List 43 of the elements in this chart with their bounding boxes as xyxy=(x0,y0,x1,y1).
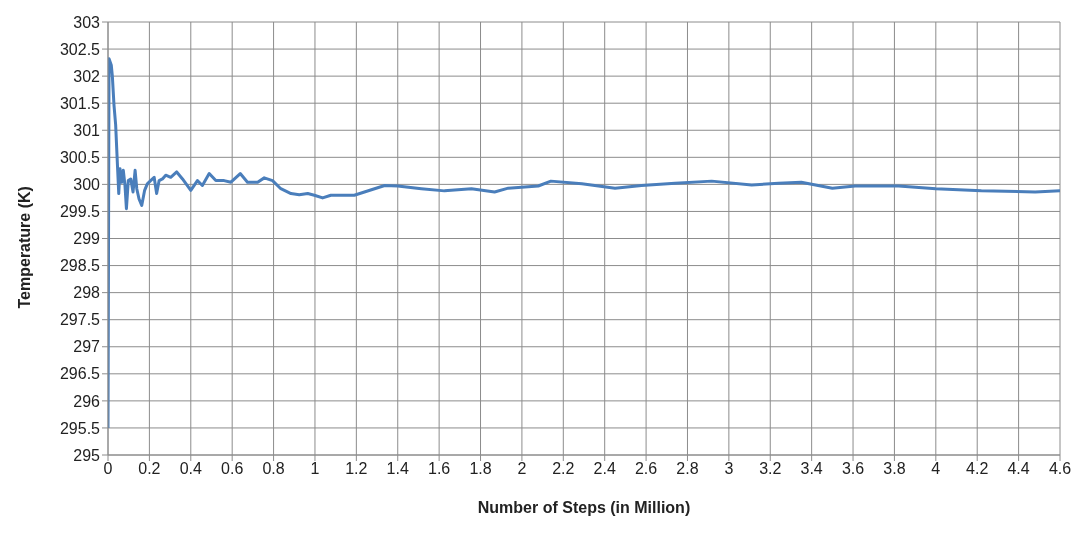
y-tick-label: 297 xyxy=(73,338,101,356)
y-tick-label: 299 xyxy=(73,230,101,248)
y-tick-label: 302.5 xyxy=(59,40,101,58)
y-tick-label: 295 xyxy=(73,446,101,464)
x-tick-label: 1 xyxy=(310,460,320,478)
y-tick-label: 296 xyxy=(73,392,101,410)
x-tick-label: 1.8 xyxy=(469,460,492,478)
y-tick-label: 297.5 xyxy=(59,311,101,329)
x-tick-label: 2.6 xyxy=(634,460,658,478)
y-tick-label: 301.5 xyxy=(59,94,101,112)
x-tick-label: 0.2 xyxy=(138,460,161,478)
y-tick-label: 300.5 xyxy=(59,148,101,166)
x-tick-label: 0.8 xyxy=(262,460,285,478)
x-tick-label: 2.8 xyxy=(676,460,699,478)
x-tick-label: 0.6 xyxy=(221,460,244,478)
y-tick-label: 296.5 xyxy=(59,365,101,383)
y-tick-label: 302 xyxy=(73,67,101,85)
x-tick-label: 3.4 xyxy=(800,460,823,478)
y-tick-label: 303 xyxy=(73,13,101,31)
x-tick-label: 2 xyxy=(517,460,527,478)
x-tick-label: 4 xyxy=(931,460,941,478)
y-tick-label: 300 xyxy=(73,176,101,194)
y-tick-label: 299.5 xyxy=(59,203,101,221)
y-tick-label: 298 xyxy=(73,284,101,302)
x-tick-label: 2.4 xyxy=(593,460,616,478)
x-axis-title: Number of Steps (in Million) xyxy=(477,499,691,516)
x-tick-label: 1.2 xyxy=(345,460,368,478)
x-tick-label: 3.6 xyxy=(841,460,865,478)
y-tick-label: 298.5 xyxy=(59,257,101,275)
y-tick-label: 301 xyxy=(73,121,101,139)
x-tick-label: 1.6 xyxy=(428,460,451,478)
x-tick-label: 3.2 xyxy=(759,460,782,478)
x-tick-label: 3 xyxy=(724,460,734,478)
x-tick-label: 0 xyxy=(103,460,113,478)
x-tick-label: 0.4 xyxy=(179,460,202,478)
x-tick-label: 4.4 xyxy=(1007,460,1030,478)
x-tick-label: 1.4 xyxy=(386,460,409,478)
y-tick-label: 295.5 xyxy=(59,419,101,437)
x-tick-label: 4.6 xyxy=(1048,460,1072,478)
x-tick-label: 2.2 xyxy=(552,460,575,478)
y-axis-title: Temperature (K) xyxy=(15,186,33,309)
x-tick-label: 3.8 xyxy=(883,460,906,478)
x-tick-label: 4.2 xyxy=(966,460,989,478)
